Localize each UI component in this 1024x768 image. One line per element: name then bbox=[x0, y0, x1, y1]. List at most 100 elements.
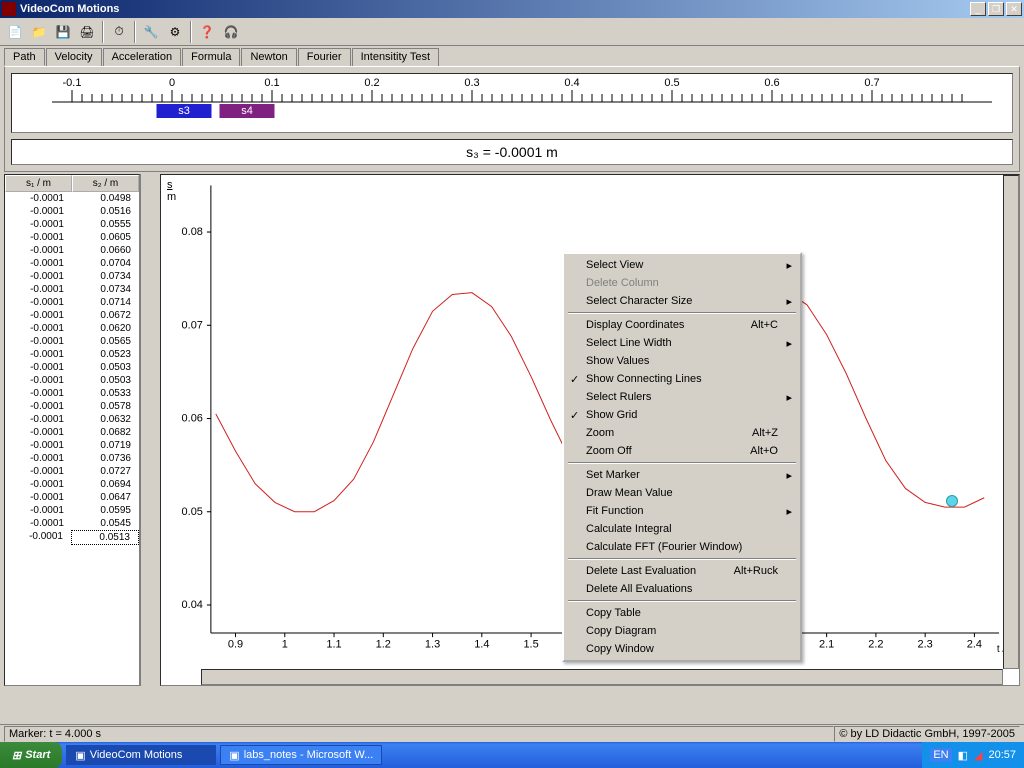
tray-time: 20:57 bbox=[988, 749, 1016, 761]
table-row[interactable]: -0.00010.0545 bbox=[5, 517, 139, 530]
menu-copy-table[interactable]: Copy Table bbox=[566, 604, 798, 622]
windows-icon: ⊞ bbox=[12, 749, 21, 762]
table-row[interactable]: -0.00010.0513 bbox=[5, 530, 139, 545]
table-row[interactable]: -0.00010.0660 bbox=[5, 244, 139, 257]
table-row[interactable]: -0.00010.0714 bbox=[5, 296, 139, 309]
clock-button[interactable]: ⏱ bbox=[108, 21, 130, 43]
column-header[interactable]: s₂ / m bbox=[72, 175, 139, 192]
context-menu: Select View▸Delete ColumnSelect Characte… bbox=[562, 252, 802, 662]
tab-path[interactable]: Path bbox=[4, 48, 45, 66]
menu-copy-diagram[interactable]: Copy Diagram bbox=[566, 622, 798, 640]
menu-calculate-fft-fourier-window-[interactable]: Calculate FFT (Fourier Window) bbox=[566, 538, 798, 556]
table-row[interactable]: -0.00010.0620 bbox=[5, 322, 139, 335]
task-button[interactable]: ▣labs_notes - Microsoft W... bbox=[220, 745, 382, 765]
tab-fourier[interactable]: Fourier bbox=[298, 48, 351, 66]
menu-show-connecting-lines[interactable]: ✓Show Connecting Lines bbox=[566, 370, 798, 388]
table-row[interactable]: -0.00010.0498 bbox=[5, 192, 139, 205]
tab-acceleration[interactable]: Acceleration bbox=[103, 48, 182, 66]
table-row[interactable]: -0.00010.0632 bbox=[5, 413, 139, 426]
table-row[interactable]: -0.00010.0719 bbox=[5, 439, 139, 452]
print-button[interactable]: 🖨 bbox=[76, 21, 98, 43]
table-row[interactable]: -0.00010.0605 bbox=[5, 231, 139, 244]
tab-velocity[interactable]: Velocity bbox=[46, 48, 102, 66]
tab-intensitity-test[interactable]: Intensitity Test bbox=[352, 48, 440, 66]
menu-show-values[interactable]: Show Values bbox=[566, 352, 798, 370]
tab-newton[interactable]: Newton bbox=[241, 48, 296, 66]
menu-delete-all-evaluations[interactable]: Delete All Evaluations bbox=[566, 580, 798, 598]
audio-button[interactable]: 🎧 bbox=[220, 21, 242, 43]
svg-text:0.7: 0.7 bbox=[864, 77, 879, 89]
menu-calculate-integral[interactable]: Calculate Integral bbox=[566, 520, 798, 538]
table-row[interactable]: -0.00010.0503 bbox=[5, 374, 139, 387]
position-ruler[interactable]: -0.100.10.20.30.40.50.60.7s3s4 bbox=[11, 73, 1013, 133]
menu-copy-window[interactable]: Copy Window bbox=[566, 640, 798, 658]
menu-draw-mean-value[interactable]: Draw Mean Value bbox=[566, 484, 798, 502]
table-row[interactable]: -0.00010.0694 bbox=[5, 478, 139, 491]
system-tray[interactable]: EN ◧ ◢ 20:57 bbox=[922, 742, 1024, 768]
table-row[interactable]: -0.00010.0704 bbox=[5, 257, 139, 270]
svg-text:0: 0 bbox=[169, 77, 175, 89]
table-scrollbar[interactable] bbox=[140, 174, 156, 686]
table-row[interactable]: -0.00010.0516 bbox=[5, 205, 139, 218]
svg-text:s4: s4 bbox=[241, 105, 253, 117]
tab-strip: PathVelocityAccelerationFormulaNewtonFou… bbox=[0, 46, 1024, 66]
table-row[interactable]: -0.00010.0682 bbox=[5, 426, 139, 439]
taskbar: ⊞ Start ▣VideoCom Motions▣labs_notes - M… bbox=[0, 742, 1024, 768]
menu-zoom[interactable]: ZoomAlt+Z bbox=[566, 424, 798, 442]
table-body[interactable]: -0.00010.0498-0.00010.0516-0.00010.0555-… bbox=[5, 192, 139, 685]
chart-marker[interactable] bbox=[946, 495, 958, 507]
start-button[interactable]: ⊞ Start bbox=[0, 742, 62, 768]
table-row[interactable]: -0.00010.0647 bbox=[5, 491, 139, 504]
chart-v-scrollbar[interactable] bbox=[1003, 175, 1019, 669]
save-button[interactable]: 💾 bbox=[52, 21, 74, 43]
table-row[interactable]: -0.00010.0734 bbox=[5, 270, 139, 283]
svg-text:1: 1 bbox=[282, 638, 288, 650]
tray-lang[interactable]: EN bbox=[930, 748, 951, 762]
table-row[interactable]: -0.00010.0595 bbox=[5, 504, 139, 517]
table-row[interactable]: -0.00010.0578 bbox=[5, 400, 139, 413]
maximize-button[interactable]: ❐ bbox=[988, 2, 1004, 16]
tray-icon-1[interactable]: ◧ bbox=[958, 749, 968, 762]
task-icon: ▣ bbox=[75, 749, 85, 762]
settings2-button[interactable]: ⚙ bbox=[164, 21, 186, 43]
menu-select-line-width[interactable]: Select Line Width▸ bbox=[566, 334, 798, 352]
column-header[interactable]: s₁ / m bbox=[5, 175, 72, 192]
menu-delete-last-evaluation[interactable]: Delete Last EvaluationAlt+Ruck bbox=[566, 562, 798, 580]
menu-zoom-off[interactable]: Zoom OffAlt+O bbox=[566, 442, 798, 460]
table-row[interactable]: -0.00010.0565 bbox=[5, 335, 139, 348]
tray-icon-2[interactable]: ◢ bbox=[974, 749, 982, 762]
table-row[interactable]: -0.00010.0727 bbox=[5, 465, 139, 478]
table-row[interactable]: -0.00010.0523 bbox=[5, 348, 139, 361]
table-row[interactable]: -0.00010.0672 bbox=[5, 309, 139, 322]
help-button[interactable]: ❓ bbox=[196, 21, 218, 43]
table-row[interactable]: -0.00010.0555 bbox=[5, 218, 139, 231]
table-row[interactable]: -0.00010.0503 bbox=[5, 361, 139, 374]
svg-text:2.4: 2.4 bbox=[967, 638, 982, 650]
menu-select-character-size[interactable]: Select Character Size▸ bbox=[566, 292, 798, 310]
settings1-button[interactable]: 🔧 bbox=[140, 21, 162, 43]
menu-fit-function[interactable]: Fit Function▸ bbox=[566, 502, 798, 520]
svg-text:2.2: 2.2 bbox=[868, 638, 883, 650]
menu-select-rulers[interactable]: Select Rulers▸ bbox=[566, 388, 798, 406]
menu-show-grid[interactable]: ✓Show Grid bbox=[566, 406, 798, 424]
toolbar: 📄📁💾🖨 ⏱ 🔧⚙ ❓🎧 bbox=[0, 18, 1024, 46]
tab-formula[interactable]: Formula bbox=[182, 48, 240, 66]
new-button[interactable]: 📄 bbox=[4, 21, 26, 43]
minimize-button[interactable]: _ bbox=[970, 2, 986, 16]
chart-h-scrollbar[interactable] bbox=[201, 669, 1003, 685]
table-row[interactable]: -0.00010.0736 bbox=[5, 452, 139, 465]
tab-panel: -0.100.10.20.30.40.50.60.7s3s4 s₃ = -0.0… bbox=[4, 66, 1020, 172]
task-button[interactable]: ▣VideoCom Motions bbox=[66, 745, 216, 765]
svg-text:0.4: 0.4 bbox=[564, 77, 579, 89]
svg-text:1.1: 1.1 bbox=[326, 638, 341, 650]
svg-text:s3: s3 bbox=[178, 105, 190, 117]
menu-set-marker[interactable]: Set Marker▸ bbox=[566, 466, 798, 484]
table-row[interactable]: -0.00010.0533 bbox=[5, 387, 139, 400]
svg-text:0.6: 0.6 bbox=[764, 77, 779, 89]
close-button[interactable]: ✕ bbox=[1006, 2, 1022, 16]
svg-text:1.4: 1.4 bbox=[474, 638, 489, 650]
open-button[interactable]: 📁 bbox=[28, 21, 50, 43]
menu-display-coordinates[interactable]: Display CoordinatesAlt+C bbox=[566, 316, 798, 334]
table-row[interactable]: -0.00010.0734 bbox=[5, 283, 139, 296]
menu-select-view[interactable]: Select View▸ bbox=[566, 256, 798, 274]
